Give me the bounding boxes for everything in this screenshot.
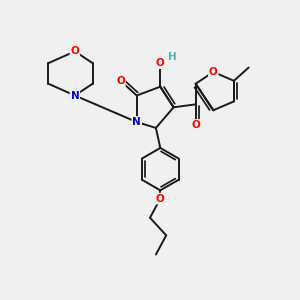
Text: O: O <box>70 46 79 56</box>
Text: H: H <box>168 52 177 62</box>
Text: N: N <box>70 91 79 100</box>
Text: O: O <box>209 67 218 77</box>
Text: O: O <box>116 76 125 86</box>
Text: O: O <box>156 194 165 204</box>
Text: O: O <box>191 120 200 130</box>
Text: O: O <box>156 58 165 68</box>
Text: N: N <box>132 117 141 127</box>
